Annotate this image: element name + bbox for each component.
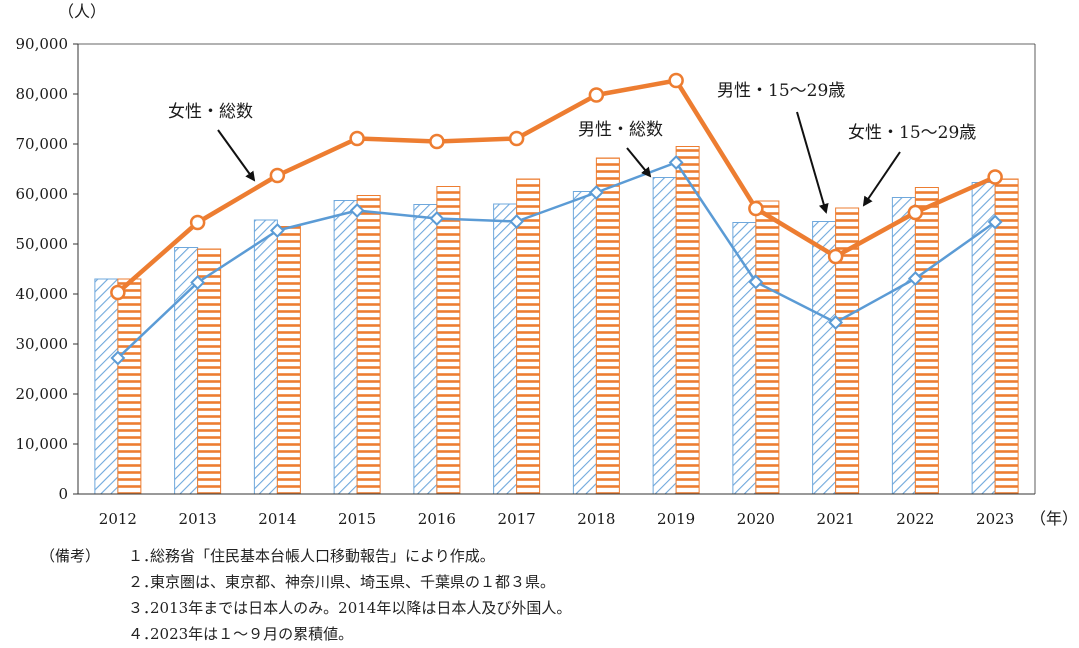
annotation-male-total: 男性・総数: [578, 120, 663, 140]
bar-female-young-2016: [436, 186, 461, 495]
y-tick-label: 20,000: [16, 385, 69, 403]
x-tick-label: 2021: [817, 510, 855, 528]
bar-female-young-2022: [914, 187, 939, 495]
bar-female-young-2012: [117, 278, 142, 495]
lines-layer: [110, 72, 1003, 366]
arrow-male-total: [626, 147, 652, 178]
bar-male-young-2015: [333, 200, 358, 495]
note-text: 2013年までは日本人のみ。2014年以降は日本人及び外国人。: [150, 599, 572, 617]
point-male-total-2013: [190, 275, 206, 290]
point-female-total-2020: [748, 200, 764, 217]
y-tick-label: 0: [58, 485, 68, 503]
notes: （備考） １． 総務省「住民基本台帳人口移動報告」により作成。 ２． 東京圏は、…: [40, 543, 1060, 647]
arrow-male-young: [796, 111, 829, 214]
point-male-total-2017: [509, 214, 525, 229]
point-male-total-2019: [668, 155, 684, 170]
bar-female-young-2018: [595, 157, 620, 495]
note-number: ４．: [128, 625, 159, 643]
arrow-female-young: [862, 151, 901, 207]
point-male-total-2018: [588, 185, 604, 200]
x-tick-label: 2018: [577, 510, 615, 528]
bar-male-young-2022: [891, 197, 916, 495]
line-male-total: [117, 161, 996, 359]
point-female-total-2012: [110, 284, 126, 301]
point-female-total-2018: [588, 87, 605, 103]
annotation-male-young: 男性・15〜29歳: [717, 81, 845, 101]
note-number: ２．: [128, 573, 159, 591]
note-row-1: （備考） １． 総務省「住民基本台帳人口移動報告」により作成。: [40, 543, 1060, 569]
point-male-total-2023: [987, 214, 1003, 230]
y-unit-label: （人）: [58, 2, 106, 21]
bar-male-young-2016: [413, 204, 438, 495]
point-female-total-2014: [269, 167, 286, 184]
bar-male-young-2012: [94, 278, 119, 495]
y-tick-label: 80,000: [16, 85, 69, 103]
x-tick-label: 2014: [258, 510, 296, 528]
bar-male-young-2017: [493, 203, 518, 495]
note-text: 2023年は１〜９月の累積値。: [150, 625, 354, 643]
y-tick-label: 70,000: [16, 135, 69, 153]
point-male-total-2021: [828, 315, 844, 330]
x-tick-label: 2015: [338, 510, 376, 528]
note-row-3: ３． 2013年までは日本人のみ。2014年以降は日本人及び外国人。: [40, 595, 1060, 621]
note-row-2: ２． 東京圏は、東京都、神奈川県、埼玉県、千葉県の１都３県。: [40, 569, 1060, 595]
bar-male-young-2014: [253, 219, 278, 495]
point-female-total-2013: [189, 214, 206, 231]
notes-heading: （備考）: [40, 547, 101, 565]
y-tick-label: 30,000: [16, 335, 69, 353]
bar-female-young-2020: [755, 200, 780, 495]
note-text: 東京圏は、東京都、神奈川県、埼玉県、千葉県の１都３県。: [150, 573, 556, 591]
point-male-total-2012: [110, 350, 126, 366]
note-number: １．: [128, 547, 159, 565]
point-female-total-2017: [508, 130, 525, 147]
point-male-total-2015: [349, 203, 365, 218]
bar-female-young-2023: [994, 178, 1019, 495]
y-tick-label: 10,000: [16, 435, 69, 453]
x-unit-label: （年）: [1030, 509, 1078, 528]
y-tick-label: 90,000: [16, 35, 69, 53]
point-male-total-2016: [429, 211, 445, 226]
point-female-total-2022: [907, 204, 924, 221]
bar-female-young-2017: [516, 178, 541, 495]
x-tick-label: 2019: [657, 510, 695, 528]
y-tick-label: 40,000: [16, 285, 69, 303]
note-row-4: ４． 2023年は１〜９月の累積値。: [40, 621, 1060, 647]
x-tick-label: 2023: [976, 510, 1014, 528]
point-female-total-2023: [987, 169, 1003, 185]
point-male-total-2014: [269, 223, 285, 238]
y-tick-label: 50,000: [16, 235, 69, 253]
point-female-total-2016: [429, 133, 445, 150]
bar-male-young-2019: [652, 177, 677, 495]
point-male-total-2022: [907, 271, 923, 286]
bars-layer: [94, 146, 1019, 495]
arrow-female-total: [217, 129, 256, 182]
bar-male-young-2018: [572, 191, 597, 495]
note-number: ３．: [128, 599, 159, 617]
line-female-total: [116, 78, 997, 295]
point-female-total-2021: [827, 248, 844, 265]
x-tick-label: 2022: [896, 510, 934, 528]
bar-female-young-2019: [675, 146, 700, 495]
x-tick-label: 2016: [418, 510, 456, 528]
x-tick-label: 2012: [99, 510, 137, 528]
point-female-total-2019: [668, 72, 684, 89]
annotation-female-total: 女性・総数: [168, 102, 253, 122]
chart: （人） 0 10,000 20,000 30,000 40,000 50,000 60,00…: [16, 2, 1079, 528]
x-tick-label: 2017: [498, 510, 536, 528]
x-tick-label: 2013: [179, 510, 217, 528]
y-tick-label: 60,000: [16, 185, 69, 203]
annotation-female-young: 女性・15〜29歳: [848, 123, 976, 143]
x-tick-label: 2020: [737, 510, 775, 528]
axes-layer: 0 10,000 20,000 30,000 40,000 50,000 60,000 70,…: [16, 35, 1036, 528]
note-text: 総務省「住民基本台帳人口移動報告」により作成。: [150, 547, 495, 565]
bar-female-young-2015: [356, 195, 381, 495]
bar-female-young-2014: [276, 226, 301, 495]
point-male-total-2020: [748, 274, 764, 290]
point-female-total-2015: [349, 130, 365, 147]
